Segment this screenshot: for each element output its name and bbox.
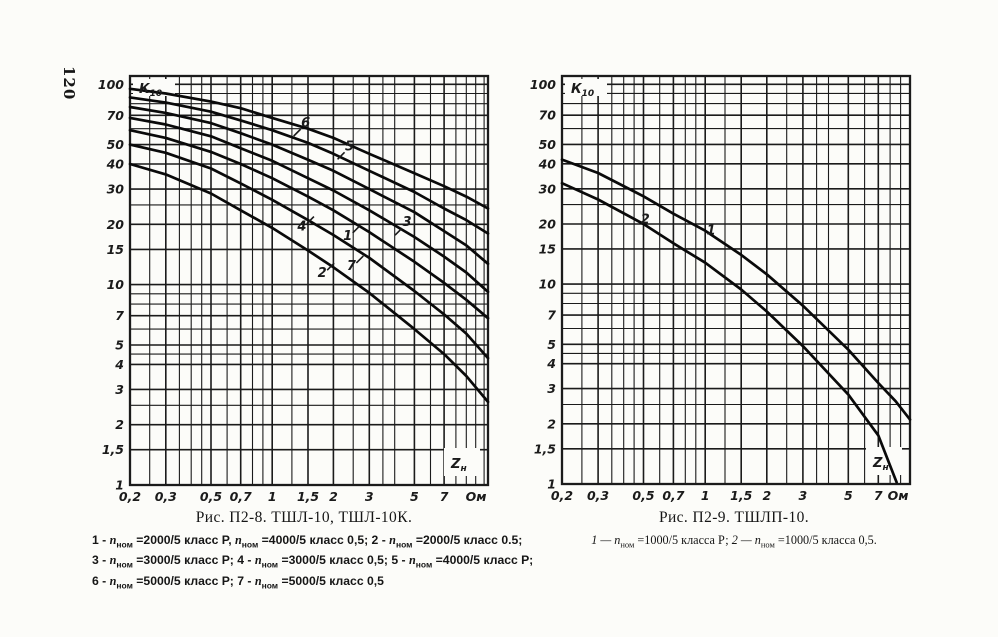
- y-tick-label: 50: [539, 137, 557, 152]
- y-tick-label: 30: [107, 182, 125, 197]
- x-tick-label: 5: [844, 488, 853, 503]
- y-tick-label: 100: [98, 77, 124, 92]
- curve-6: [128, 87, 490, 210]
- figure-caption-p2-9: Рис. П2-9. ТШЛП-10.: [658, 509, 810, 526]
- x-tick-label: 0,7: [230, 489, 252, 504]
- y-tick-label: 70: [539, 108, 557, 123]
- curve-label-2: 2: [318, 266, 327, 281]
- x-tick-label: 0,7: [662, 488, 684, 503]
- curve-5: [128, 96, 490, 235]
- curve-2: [560, 181, 898, 484]
- curve-label-leader: [306, 215, 315, 225]
- y-tick-label: 1: [115, 478, 124, 493]
- legend-line: 6 - nном =5000/5 класс Р; 7 - nном =5000…: [92, 573, 384, 591]
- y-tick-label: 40: [538, 156, 557, 171]
- x-tick-label: 0,2: [119, 489, 141, 504]
- y-tick-label: 30: [539, 181, 557, 196]
- xlabel-pocket: [444, 448, 480, 476]
- x-tick-label: 0,3: [155, 489, 177, 504]
- legend-line: 3 - nном =3000/5 класс Р; 4 - nном =3000…: [92, 553, 534, 570]
- curve-label-7: 7: [347, 259, 357, 274]
- curve-label-leader: [336, 151, 346, 160]
- y-tick-label: 15: [539, 241, 557, 256]
- curve-label-4: 4: [296, 220, 306, 235]
- curve-3: [128, 105, 490, 266]
- curves: [128, 87, 490, 404]
- curve-label-1: 1: [343, 229, 352, 244]
- x-tick-label: 3: [799, 488, 808, 503]
- y-tick-label: 1,5: [534, 441, 556, 456]
- y-tick-label: 70: [107, 108, 125, 123]
- curve-7: [128, 128, 490, 320]
- plot-border: [128, 74, 490, 487]
- curve-label-3: 3: [403, 215, 412, 230]
- figure-legend-p2-9: 1 — nном =1000/5 класса Р; 2 — nном =100…: [528, 531, 940, 549]
- y-tick-label: 3: [115, 382, 124, 397]
- y-tick-label: 3: [547, 381, 556, 396]
- curves: [560, 158, 912, 484]
- y-tick-label: 10: [539, 277, 557, 292]
- y-tick-label: 7: [547, 308, 556, 323]
- x-tick-label: 1,5: [730, 488, 752, 503]
- x-axis-unit: Ом: [466, 489, 487, 504]
- y-tick-label: 4: [546, 356, 556, 371]
- x-tick-label: 2: [762, 488, 771, 503]
- plot-border: [560, 74, 912, 486]
- y-tick-label: 20: [539, 216, 557, 231]
- grid: [561, 76, 911, 485]
- curve-label-leader: [355, 255, 364, 264]
- x-axis-unit: Ом: [888, 488, 909, 503]
- y-tick-label: 1: [547, 477, 556, 492]
- curve-1: [128, 116, 490, 294]
- legend-line: 1 — nном =1000/5 класса Р; 2 — nном =100…: [591, 533, 877, 550]
- x-tick-label: 0,5: [200, 489, 222, 504]
- y-tick-label: 7: [115, 308, 124, 323]
- x-tick-label: 1,5: [297, 489, 319, 504]
- curve-label-6: 6: [301, 116, 310, 131]
- curve-label-2: 2: [641, 213, 650, 228]
- y-tick-label: 20: [107, 217, 125, 232]
- curve-2: [128, 162, 490, 404]
- y-tick-label: 40: [106, 157, 125, 172]
- curve-label-5: 5: [345, 139, 354, 154]
- curve-label-leader: [326, 262, 335, 271]
- y-tick-label: 50: [107, 137, 125, 152]
- y-tick-label: 2: [547, 416, 556, 431]
- figure-caption-p2-8: Рис. П2-8. ТШЛ-10, ТШЛ-10К.: [195, 509, 413, 526]
- y-tick-label: 2: [115, 417, 124, 432]
- legend-line: 1 - nном =2000/5 класс Р, nном =4000/5 к…: [92, 533, 523, 550]
- figure-legend-p2-8: 1 - nном =2000/5 класс Р, nном =4000/5 к…: [88, 530, 534, 591]
- x-tick-label: 0,2: [551, 488, 573, 503]
- x-tick-label: 7: [874, 488, 883, 503]
- x-tick-label: 2: [329, 489, 338, 504]
- curve-label-leader: [394, 227, 403, 236]
- curve-label-leader: [352, 225, 361, 234]
- x-tick-label: 7: [440, 489, 449, 504]
- figure-p2-8: 100 70 50 40 30 20 15 10 7 5 4 3 2 1,5 1 0,2 0,3 0,5 0,7 1 1…: [88, 50, 534, 591]
- page-number: 120: [60, 66, 78, 101]
- figure-p2-9: 100 70 50 40 30 20 15 10 7 5 4 3 2 1,5 1 0,2 0,3 0,5 0,7 1 1…: [528, 50, 940, 549]
- y-tick-label: 5: [115, 337, 124, 352]
- y-tick-label: 10: [107, 277, 125, 292]
- ylabel-pocket: [565, 79, 607, 96]
- x-tick-label: 5: [410, 489, 419, 504]
- y-tick-label: 1,5: [102, 442, 124, 457]
- grid: [129, 76, 488, 486]
- curve-1: [560, 158, 912, 421]
- x-tick-label: 0,3: [587, 488, 609, 503]
- x-tick-label: 0,5: [632, 488, 654, 503]
- x-tick-label: 1: [268, 489, 277, 504]
- curve-label-leader: [293, 128, 302, 137]
- y-tick-label: 4: [114, 357, 124, 372]
- y-tick-label: 100: [530, 77, 556, 92]
- x-tick-label: 1: [701, 488, 710, 503]
- curve-4: [128, 143, 490, 360]
- curve-label-1: 1: [707, 224, 716, 239]
- y-tick-label: 5: [547, 337, 556, 352]
- y-tick-label: 15: [107, 242, 125, 257]
- x-tick-label: 3: [365, 489, 374, 504]
